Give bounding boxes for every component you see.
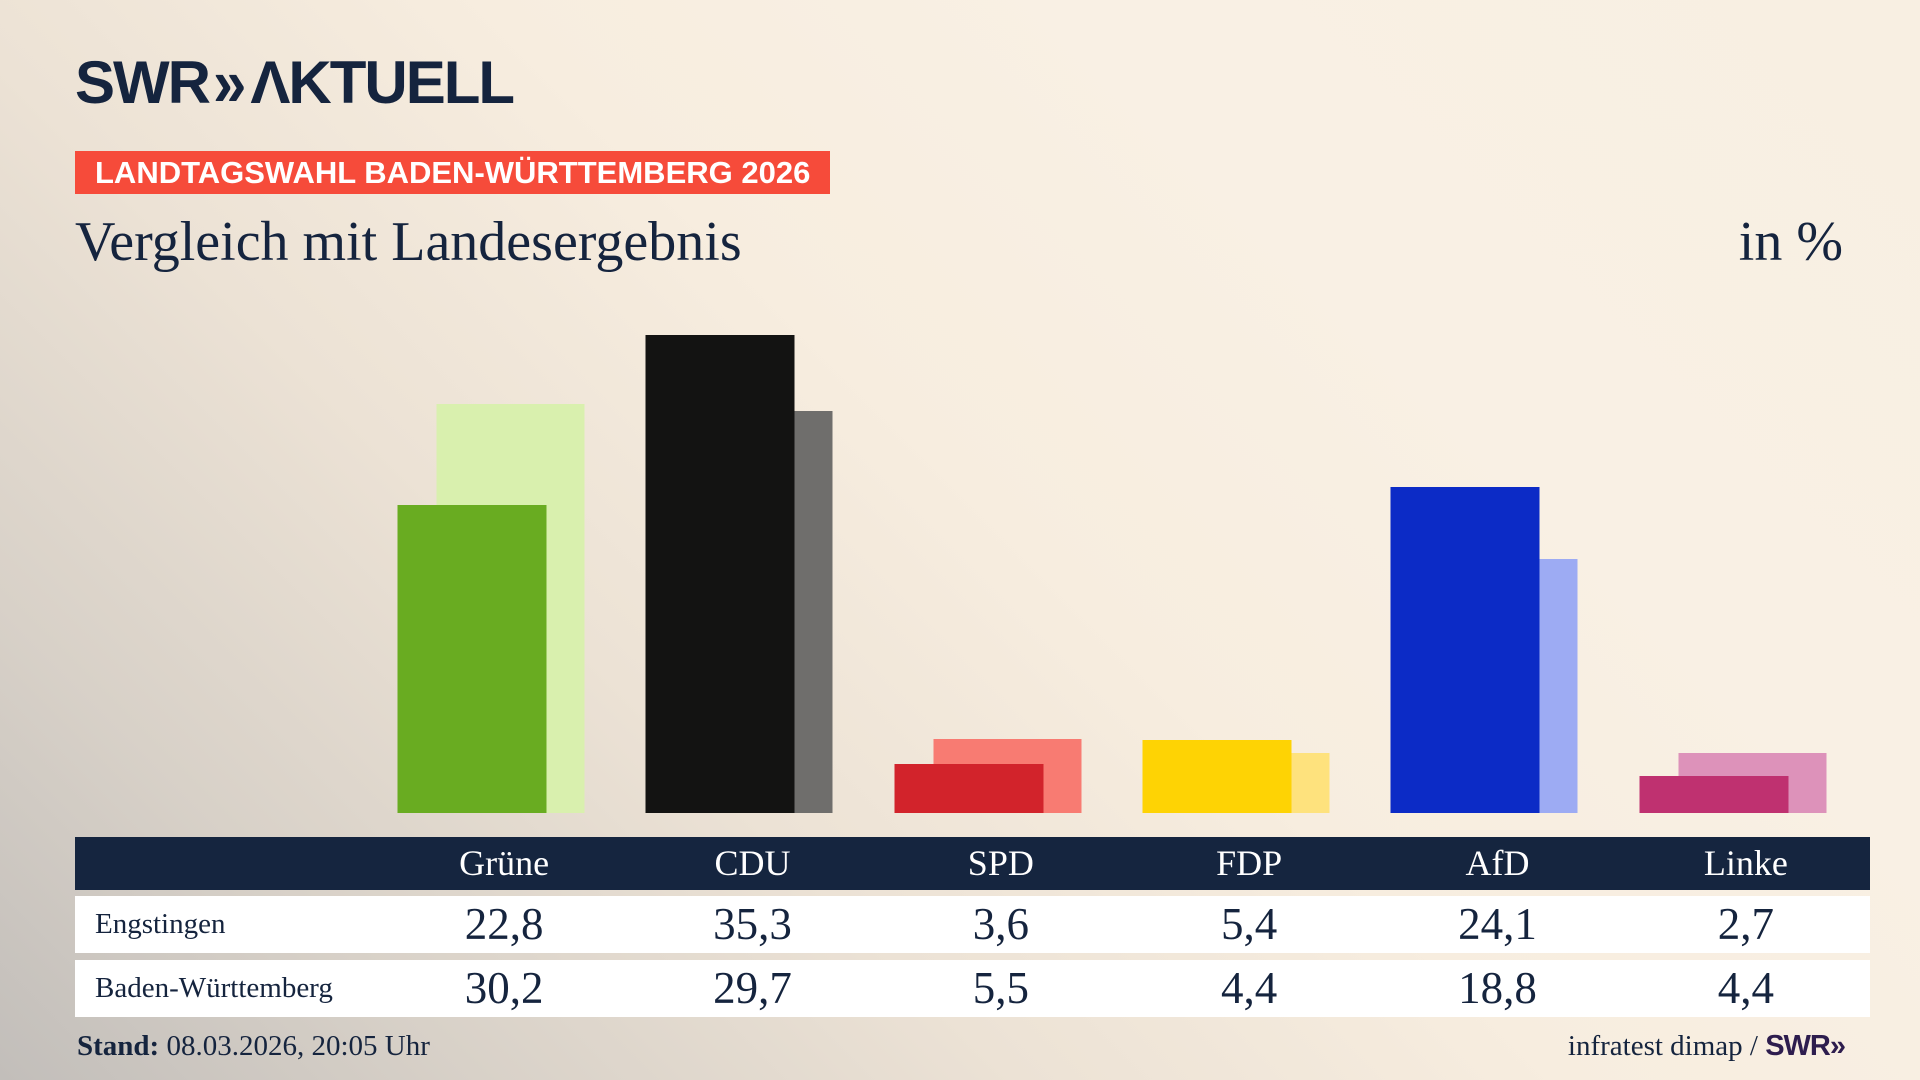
- chart-column-spd: [877, 293, 1125, 813]
- bar-linke-engstingen: [1639, 776, 1789, 813]
- table-row-engstingen: Engstingen 22,8 35,3 3,6 5,4 24,1 2,7: [75, 896, 1870, 953]
- stand-value: 08.03.2026, 20:05 Uhr: [159, 1030, 430, 1062]
- column-header-linke: Linke: [1703, 843, 1788, 883]
- swr-aktuell-logo: SWR» ΛKTUELL: [75, 49, 515, 116]
- value-grüne: 22,8: [464, 899, 544, 949]
- stand-timestamp: Stand: 08.03.2026, 20:05 Uhr: [77, 1030, 430, 1063]
- value-cdu: 29,7: [713, 963, 792, 1013]
- source-credit: infratest dimap / SWR»: [1567, 1030, 1846, 1063]
- value-cdu: 35,3: [713, 899, 792, 949]
- bar-pair-fdp: [1142, 293, 1330, 813]
- chart-column-afd: [1373, 293, 1621, 813]
- value-linke: 4,4: [1717, 963, 1774, 1013]
- title-row: Vergleich mit Landesergebnis in %: [75, 211, 1843, 274]
- bar-cdu-engstingen: [645, 335, 795, 813]
- bar-afd-engstingen: [1390, 487, 1540, 813]
- table-body: Engstingen 22,8 35,3 3,6 5,4 24,1 2,7 Baden-Wür…: [75, 896, 1870, 1017]
- source-brand-swr: SWR»: [1765, 1030, 1846, 1062]
- value-afd: 24,1: [1458, 899, 1537, 949]
- bar-chart: [75, 293, 1870, 813]
- chart-title: Vergleich mit Landesergebnis: [75, 211, 742, 273]
- column-header-fdp: FDP: [1216, 843, 1283, 883]
- chart-column-grüne: [380, 293, 628, 813]
- row-label: Engstingen: [95, 908, 226, 940]
- value-fdp: 5,4: [1221, 899, 1278, 949]
- election-badge: LANDTAGSWAHL BADEN-WÜRTTEMBERG 2026: [75, 151, 831, 194]
- double-chevron-icon: »: [212, 44, 246, 120]
- results-table: Grüne CDU SPD FDP AfD Linke Engstingen 22,8 35,…: [75, 837, 1870, 1024]
- source-prefix: infratest dimap /: [1567, 1030, 1766, 1062]
- bar-fdp-engstingen: [1142, 740, 1292, 813]
- chart-spacer: [75, 293, 380, 813]
- bar-pair-grüne: [397, 293, 585, 813]
- bar-grüne-engstingen: [397, 505, 547, 813]
- column-header-spd: SPD: [967, 843, 1034, 883]
- logo-swr-text: SWR: [75, 49, 211, 116]
- bar-pair-cdu: [645, 293, 833, 813]
- unit-label: in %: [1738, 211, 1843, 273]
- value-afd: 18,8: [1458, 963, 1537, 1013]
- bar-pair-spd: [894, 293, 1082, 813]
- value-linke: 2,7: [1717, 899, 1774, 949]
- value-spd: 3,6: [972, 899, 1029, 949]
- value-grüne: 30,2: [464, 963, 544, 1013]
- row-label: Baden-Württemberg: [95, 972, 333, 1004]
- column-header-afd: AfD: [1465, 843, 1530, 883]
- bar-pair-linke: [1639, 293, 1827, 813]
- logo-aktuell-text: ΛKTUELL: [250, 49, 515, 116]
- table-row-baden-w-rttemberg: Baden-Württemberg 30,2 29,7 5,5 4,4 18,8 4,4: [75, 960, 1870, 1017]
- chart-column-fdp: [1125, 293, 1373, 813]
- value-spd: 5,5: [972, 963, 1029, 1013]
- value-fdp: 4,4: [1221, 963, 1278, 1013]
- column-header-grüne: Grüne: [459, 843, 550, 883]
- column-header-cdu: CDU: [714, 843, 791, 883]
- bar-pair-afd: [1390, 293, 1578, 813]
- chart-column-cdu: [628, 293, 876, 813]
- table-header-spacer: [75, 837, 380, 890]
- chart-column-linke: [1622, 293, 1870, 813]
- table-header-row: Grüne CDU SPD FDP AfD Linke: [75, 837, 1870, 890]
- bar-spd-engstingen: [894, 764, 1044, 813]
- footer: Stand: 08.03.2026, 20:05 Uhr infratest d…: [77, 1030, 1846, 1063]
- stand-label: Stand:: [77, 1030, 160, 1062]
